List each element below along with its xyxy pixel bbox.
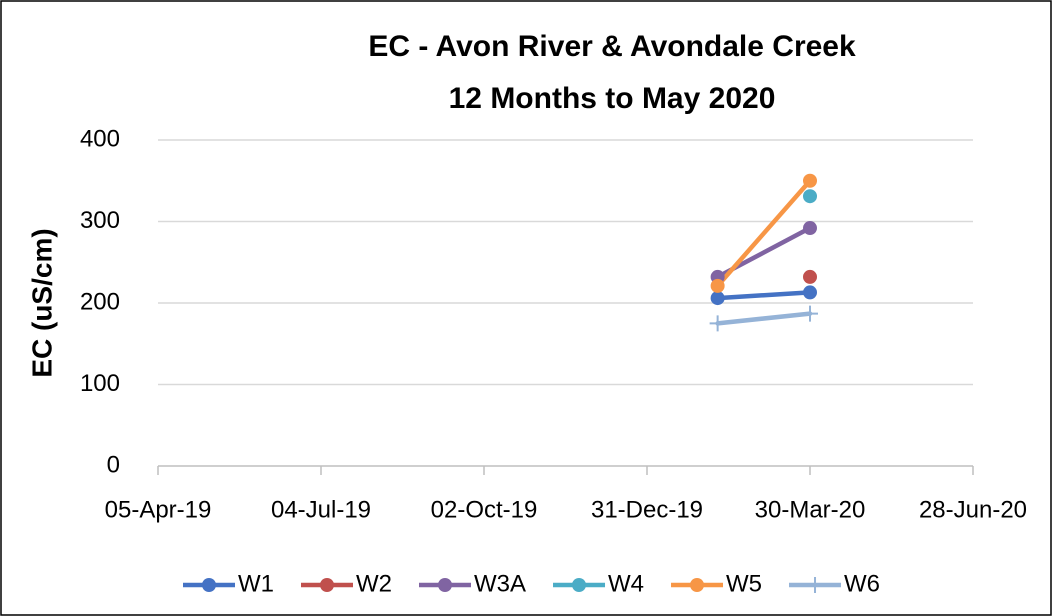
legend-marker [807,577,824,593]
data-point [710,278,725,293]
x-tick-label: 28-Jun-20 [919,496,1027,523]
series-line [715,311,813,326]
x-tick-label: 02-Oct-19 [431,496,538,523]
chart-title: EC - Avon River & Avondale Creek [368,30,856,63]
x-tick-label: 30-Mar-20 [755,496,866,523]
y-tick-label: 200 [80,288,120,315]
data-point [802,305,818,322]
y-tick-label: 100 [80,370,120,397]
y-axis-label: EC (uS/cm) [26,228,57,377]
legend-label: W4 [608,570,644,597]
data-point [803,285,817,300]
legend-marker [202,578,216,592]
x-tick-label: 04-Jul-19 [271,496,371,523]
legend-label: W6 [844,570,880,597]
data-point [803,269,817,284]
data-point [803,189,817,204]
legend-label: W1 [238,570,274,597]
y-tick-label: 0 [107,451,120,478]
y-tick-label: 400 [80,125,120,152]
data-point [710,291,725,306]
legend-marker [572,578,587,592]
legend-label: W3A [474,570,526,597]
data-point [709,315,726,332]
series-line [715,178,813,289]
legend-marker [438,578,452,592]
data-point [803,221,817,236]
series-line [715,290,813,301]
data-point [803,173,817,188]
y-tick-label: 300 [80,207,120,234]
x-tick-label: 05-Apr-19 [105,496,212,523]
legend-label: W2 [356,570,392,597]
legend-label: W5 [726,570,762,597]
chart-subtitle: 12 Months to May 2020 [449,82,776,115]
legend-marker [690,578,705,592]
legend-marker [320,578,334,592]
x-tick-label: 31-Dec-19 [591,496,703,523]
